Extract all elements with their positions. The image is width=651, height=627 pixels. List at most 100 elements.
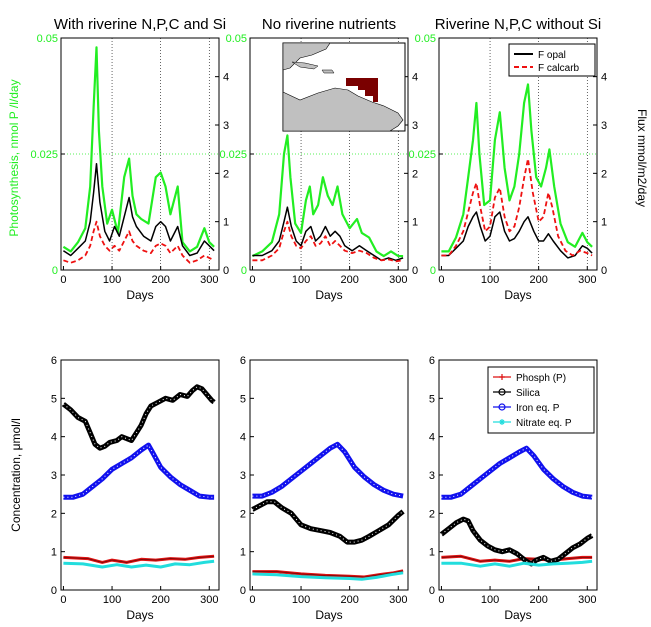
y-tick-label: 3 [51, 470, 57, 482]
legend: Phosph (P) Silica Iron eq. P Nitrate eq. P [487, 366, 595, 434]
y-tick-label-right: 4 [601, 72, 607, 84]
series-iron [441, 445, 593, 500]
y-tick-label-right: 2 [412, 168, 418, 180]
y-tick-label-right: 2 [223, 168, 229, 180]
y-tick-label-left: 0 [430, 265, 436, 277]
series-silica [439, 516, 594, 567]
series-nitrate [441, 559, 593, 568]
series-line [63, 442, 215, 500]
x-tick-label: 100 [292, 274, 310, 286]
panel-3: 0 100 200 300 Days 0 0.025 0.05 0 1 2 3 4 Riverine N,… [408, 16, 607, 302]
y-tick-label-right: 4 [412, 72, 418, 84]
x-tick-label: 100 [103, 274, 121, 286]
plot-area [61, 360, 219, 590]
series-photosynthesis [251, 134, 404, 258]
series-line [441, 157, 593, 257]
series-silica [251, 499, 405, 545]
panel-1: 0 100 200 300 Days 0 0.025 0.05 0 1 2 3 4 With riveri… [30, 16, 229, 302]
y-tick-label: 6 [429, 355, 435, 367]
x-tick-label: 0 [438, 274, 444, 286]
y-tick-label-right: 3 [601, 120, 607, 132]
y-tick-label-right: 0 [223, 265, 229, 277]
y-tick-label: 6 [240, 355, 246, 367]
y-tick-label: 1 [240, 547, 246, 559]
series-line [62, 46, 215, 253]
y-tick-label-right: 1 [601, 217, 607, 229]
x-axis-label: Days [504, 608, 531, 622]
y-tick-label-right: 0 [601, 265, 607, 277]
x-tick-label: 0 [438, 594, 444, 606]
legend-entry: Iron eq. P [516, 403, 560, 414]
x-tick-label: 300 [389, 594, 407, 606]
y-tick-label-right: 2 [601, 168, 607, 180]
x-tick-label: 200 [340, 274, 358, 286]
x-tick-label: 100 [481, 274, 499, 286]
legend-marker [498, 388, 506, 396]
legend-box [508, 43, 596, 77]
x-tick-label: 100 [481, 594, 499, 606]
y-tick-label: 5 [51, 393, 57, 405]
x-tick-label: 0 [249, 594, 255, 606]
y-tick-label: 2 [429, 508, 435, 520]
legend: F opal F calcarb [508, 43, 596, 77]
series-marker-texture [441, 447, 593, 498]
panel-5: 0 100 200 300 Days 0 1 2 3 4 5 6 [240, 355, 409, 622]
series-line [252, 220, 404, 263]
y-tick-label: 0 [51, 585, 57, 597]
plot-frame [60, 359, 220, 591]
y-tick-label: 4 [240, 432, 246, 444]
series-line [62, 162, 215, 257]
series-iron [63, 442, 215, 500]
series-line [441, 83, 593, 253]
series-f_calcarb [252, 220, 404, 263]
y-tick-label: 0 [429, 585, 435, 597]
x-tick-label: 300 [389, 274, 407, 286]
y-tick-label: 3 [240, 470, 246, 482]
x-tick-label: 0 [60, 274, 66, 286]
legend-marker [498, 403, 506, 411]
series-f_opal [252, 206, 404, 262]
y-tick-label: 1 [51, 547, 57, 559]
y-tick-label: 5 [429, 393, 435, 405]
plot-frame [60, 37, 220, 271]
south-america-land [282, 87, 404, 132]
x-tick-label: 100 [103, 594, 121, 606]
legend-entry: Nitrate eq. P [516, 418, 572, 429]
x-tick-label: 100 [292, 594, 310, 606]
x-tick-label: 200 [151, 594, 169, 606]
x-axis-label: Days [504, 288, 531, 302]
series-line [63, 559, 215, 569]
x-axis-label: Days [315, 608, 342, 622]
y-tick-label: 6 [51, 355, 57, 367]
series-line [251, 499, 405, 545]
y-tick-label: 4 [51, 432, 57, 444]
series-line [441, 559, 593, 568]
x-axis-label: Days [126, 288, 153, 302]
y-tick-label-left: 0.05 [226, 33, 247, 45]
legend-marker [499, 419, 505, 425]
y-tick-label-right: 4 [223, 72, 229, 84]
legend-marker [499, 374, 505, 380]
x-tick-label: 200 [529, 594, 547, 606]
series-line [251, 134, 404, 258]
series-marker-texture [252, 443, 404, 497]
panel-title: No riverine nutrients [262, 16, 396, 33]
photosynthesis-axis-label: Photosynthesis, nmol P /l/day [7, 79, 21, 236]
y-tick-label-left: 0 [241, 265, 247, 277]
series-line [439, 516, 594, 567]
map-inset [282, 42, 406, 132]
series-line [441, 211, 593, 259]
y-tick-label-left: 0.05 [415, 33, 436, 45]
x-axis-label: Days [315, 288, 342, 302]
y-tick-label-left: 0.05 [37, 33, 58, 45]
plot-frame [249, 37, 409, 271]
x-tick-label: 200 [529, 274, 547, 286]
series-phosph [63, 554, 215, 564]
y-tick-label-left: 0.025 [219, 149, 247, 161]
x-tick-label: 0 [249, 274, 255, 286]
plot-frame [249, 359, 409, 591]
series-iron [252, 441, 404, 499]
series-line [63, 220, 215, 264]
